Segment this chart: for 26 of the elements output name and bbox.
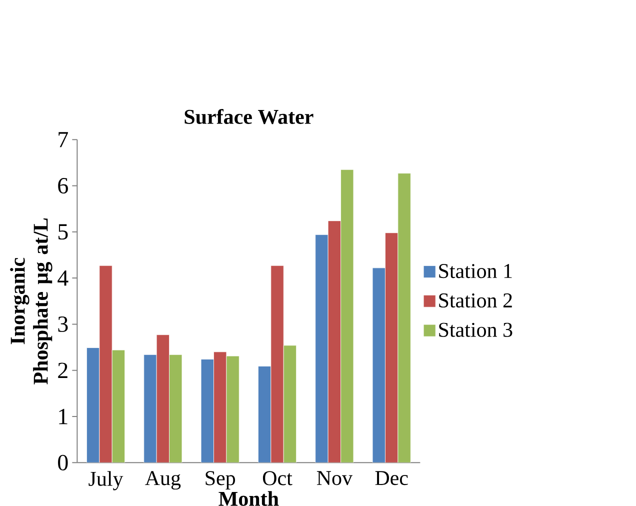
y-tick-label: 2 <box>58 362 68 378</box>
bar <box>99 265 112 463</box>
x-tick-label: Sep <box>206 471 236 490</box>
bar <box>156 334 170 463</box>
bar <box>214 352 227 463</box>
y-axis-title: Inorganic Phosphate µg at/L <box>10 218 52 384</box>
y-tick-label: 7 <box>58 132 68 148</box>
x-tick-label: July <box>88 471 124 490</box>
y-tick-label: 5 <box>58 224 68 240</box>
x-tick-label: Nov <box>316 471 353 486</box>
y-tick-label: 4 <box>58 270 68 286</box>
legend-label: Station 3 <box>439 322 512 337</box>
x-tick-label: Aug <box>145 471 181 490</box>
y-tick-label: 0 <box>58 454 68 470</box>
y-tick-label: 1 <box>59 408 68 424</box>
chart-title: Surface Water <box>184 108 314 124</box>
bar <box>328 220 341 463</box>
bar <box>385 232 398 463</box>
x-tick-label: Dec <box>375 471 408 486</box>
x-tick-label: Oct <box>262 471 292 486</box>
legend-label: Station 1 <box>439 264 512 278</box>
y-tick-label: 6 <box>58 178 68 194</box>
x-axis-title: Month <box>218 491 279 506</box>
legend-label: Station 2 <box>439 293 512 308</box>
bar <box>270 265 284 463</box>
y-tick-label: 3 <box>58 316 68 332</box>
